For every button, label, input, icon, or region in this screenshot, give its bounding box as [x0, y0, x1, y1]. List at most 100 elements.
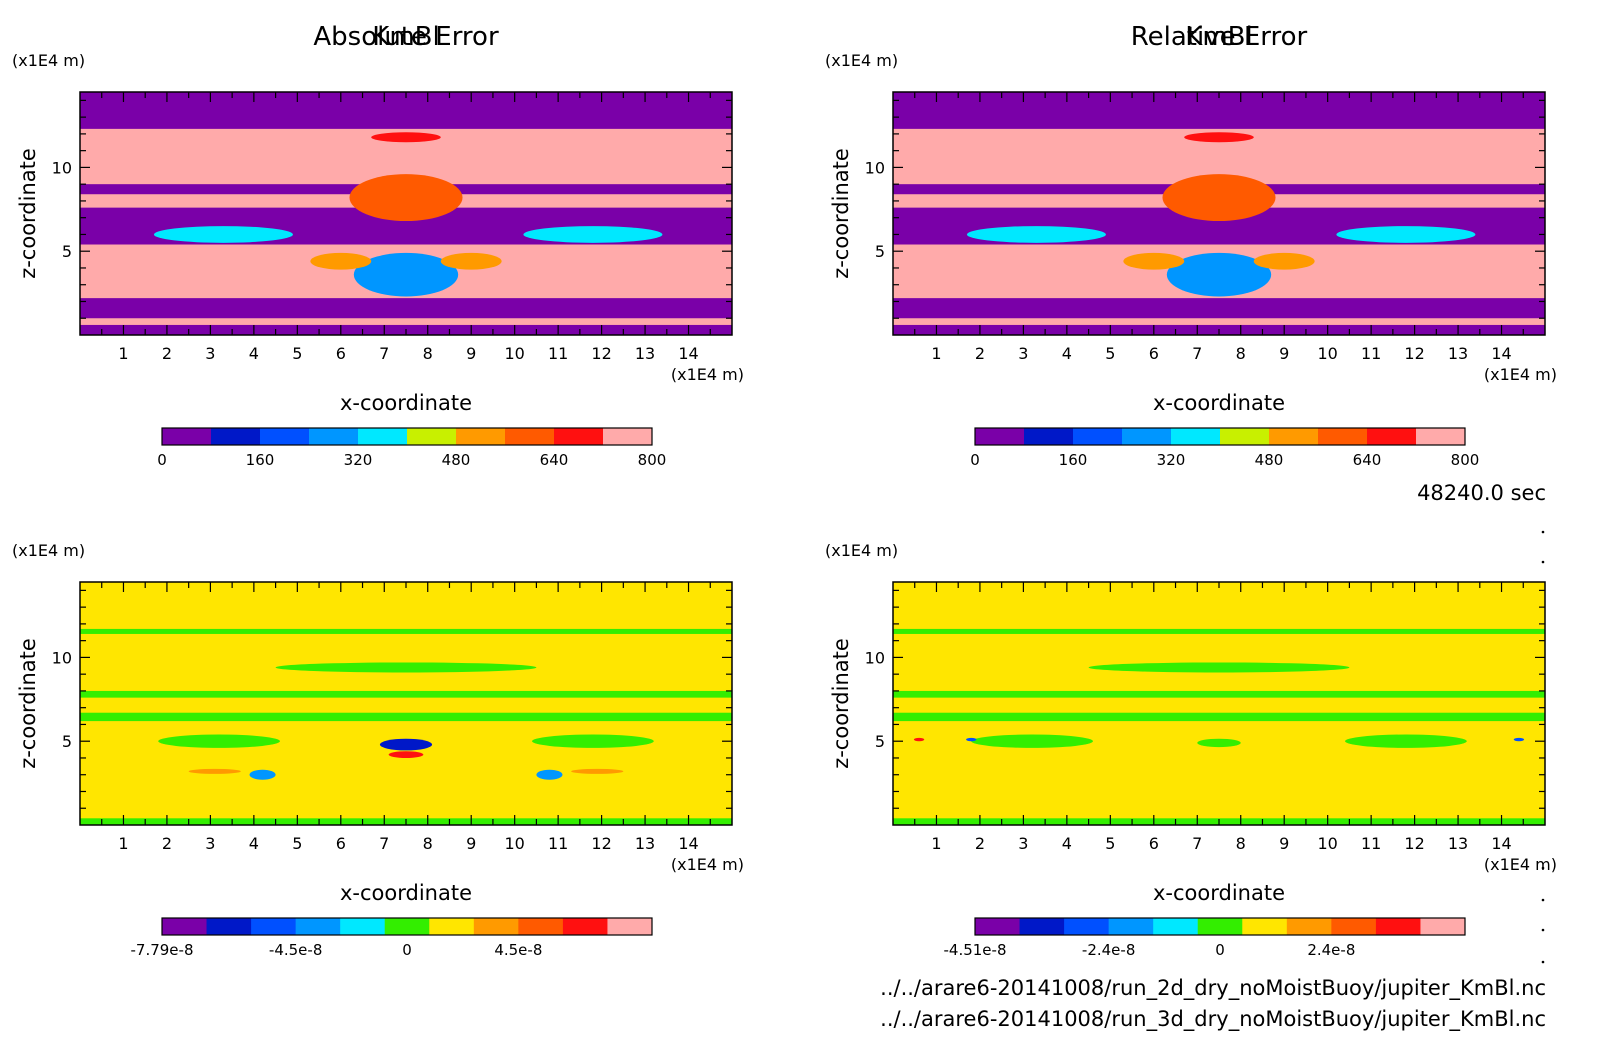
- colorbar-swatch: [975, 428, 1025, 445]
- colorbar-swatch: [1153, 918, 1199, 935]
- colorbar-swatch: [1420, 918, 1466, 935]
- y-tick-label: 5: [62, 732, 72, 751]
- x-tick-label: 10: [504, 344, 524, 363]
- colorbar-swatch: [975, 918, 1021, 935]
- x-tick-label: 12: [1404, 834, 1424, 853]
- field-feature: [966, 737, 977, 742]
- x-axis-title: x-coordinate: [1153, 391, 1285, 415]
- x-tick-label: 2: [162, 834, 172, 853]
- x-unit-label: (x1E4 m): [1484, 855, 1557, 874]
- field-feature: [1197, 738, 1241, 748]
- x-tick-label: 10: [1317, 834, 1337, 853]
- x-tick-label: 1: [931, 834, 941, 853]
- colorbar-swatch: [1367, 428, 1417, 445]
- field-feature: [353, 252, 459, 297]
- x-axis: 1 2 3 4 5 6 7 8 9 10 11 12 13 14(x1E4 m)x-coordinate: [914, 92, 1557, 415]
- colorbar-swatch: [309, 428, 359, 445]
- y-unit-label: (x1E4 m): [12, 51, 85, 70]
- colorbar-swatch: [456, 428, 506, 445]
- x-tick-label: 5: [292, 834, 302, 853]
- x-tick-label: 1: [118, 344, 128, 363]
- x-tick-label: 7: [1192, 344, 1202, 363]
- colorbar-swatch: [518, 918, 564, 935]
- x-tick-label: 7: [1192, 834, 1202, 853]
- x-tick-label: 1: [118, 834, 128, 853]
- x-tick-label: 4: [249, 344, 259, 363]
- contour-field: [80, 92, 732, 335]
- field-feature: [523, 226, 663, 243]
- field-band: [80, 92, 732, 129]
- x-unit-label: (x1E4 m): [1484, 365, 1557, 384]
- x-tick-label: 3: [205, 834, 215, 853]
- x-tick-label: 8: [423, 344, 433, 363]
- field-feature: [571, 768, 624, 774]
- y-axis-title: z-coordinate: [829, 638, 853, 769]
- y-unit-label: (x1E4 m): [12, 541, 85, 560]
- field-feature: [1345, 734, 1467, 748]
- colorbar-swatch: [251, 918, 297, 935]
- x-tick-label: 12: [1404, 344, 1424, 363]
- colorbar-swatch: [1064, 918, 1110, 935]
- field-feature: [1184, 132, 1254, 143]
- colorbar-swatch: [1122, 428, 1172, 445]
- colorbar-swatch: [1108, 918, 1154, 935]
- x-tick-label: 1: [931, 344, 941, 363]
- x-tick-label: 3: [1018, 344, 1028, 363]
- colorbar-swatch: [260, 428, 310, 445]
- colorbar-tick-label: 0: [157, 451, 167, 469]
- field-band: [893, 690, 1545, 698]
- x-tick-label: 6: [1149, 344, 1159, 363]
- y-axis: 5 10 (x1E4 m) z-coordinate: [12, 51, 732, 319]
- y-tick-label: 10: [865, 648, 885, 667]
- x-axis-title: x-coordinate: [340, 881, 472, 905]
- contour-field: [893, 92, 1545, 335]
- y-unit-label: (x1E4 m): [825, 541, 898, 560]
- field-feature: [971, 734, 1093, 748]
- file-path-2: ../../arare6-20141008/run_3d_dry_noMoist…: [880, 1007, 1546, 1032]
- field-band: [80, 712, 732, 722]
- x-tick-label: 13: [635, 344, 655, 363]
- y-tick-label: 5: [875, 242, 885, 261]
- y-tick-label: 5: [62, 242, 72, 261]
- x-tick-label: 10: [1317, 344, 1337, 363]
- colorbar-swatch: [1331, 918, 1377, 935]
- field-feature: [1088, 662, 1350, 673]
- x-tick-label: 3: [1018, 834, 1028, 853]
- colorbar-swatch: [1375, 918, 1421, 935]
- colorbar-swatch: [340, 918, 386, 935]
- colorbar-swatch: [1286, 918, 1332, 935]
- x-tick-label: 5: [1105, 834, 1115, 853]
- y-axis-title: z-coordinate: [16, 638, 40, 769]
- colorbar-tick-label: 160: [1059, 451, 1088, 469]
- y-axis: 5 10 (x1E4 m) z-coordinate: [825, 541, 1545, 809]
- field-band: [80, 298, 732, 319]
- x-tick-label: 14: [678, 834, 698, 853]
- field-feature: [371, 132, 441, 143]
- field-feature: [1513, 737, 1525, 742]
- x-tick-label: 13: [1448, 834, 1468, 853]
- x-tick-label: 4: [1062, 834, 1072, 853]
- x-tick-label: 9: [1279, 344, 1289, 363]
- x-tick-label: 4: [1062, 344, 1072, 363]
- x-tick-label: 12: [591, 834, 611, 853]
- chart-title: KmBl: [1185, 22, 1252, 52]
- field-feature: [532, 734, 654, 748]
- x-tick-label: 6: [1149, 834, 1159, 853]
- y-tick-label: 10: [865, 158, 885, 177]
- continuation-dots: [1541, 530, 1545, 964]
- colorbar-tick-label: 320: [344, 451, 373, 469]
- field-feature: [188, 768, 241, 774]
- colorbar-frame: [161, 427, 653, 446]
- colorbar-tick-label: 640: [1353, 451, 1382, 469]
- x-tick-label: 7: [379, 834, 389, 853]
- x-axis-title: x-coordinate: [1153, 881, 1285, 905]
- x-tick-label: 5: [292, 344, 302, 363]
- colorbar-swatch: [162, 918, 208, 935]
- colorbar-tick-label: 480: [442, 451, 471, 469]
- x-tick-label: 13: [635, 834, 655, 853]
- field-feature: [379, 738, 433, 751]
- time-label: 48240.0 sec: [1417, 481, 1546, 505]
- field-background: [80, 582, 732, 825]
- colorbar-swatch: [384, 918, 430, 935]
